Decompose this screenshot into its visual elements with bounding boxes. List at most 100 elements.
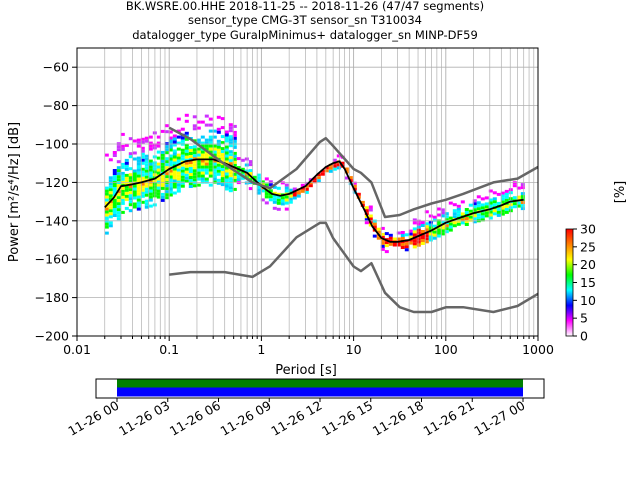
psd-heatmap-cell: [196, 177, 201, 181]
psd-heatmap-cell: [216, 166, 221, 170]
psd-heatmap-cell: [116, 196, 121, 200]
psd-heatmap-cell: [440, 220, 445, 224]
psd-heatmap-cell: [452, 224, 457, 228]
psd-heatmap-cell: [196, 165, 201, 169]
psd-heatmap-cell: [132, 175, 137, 179]
psd-heatmap-cell: [328, 166, 333, 170]
psd-heatmap-cell: [204, 171, 209, 175]
psd-heatmap-cell: [412, 242, 417, 246]
psd-heatmap-cell: [224, 148, 229, 152]
psd-heatmap-cell: [476, 213, 481, 217]
psd-heatmap-cell: [216, 163, 221, 167]
psd-heatmap-cell: [512, 196, 517, 200]
psd-heatmap-cell: [188, 164, 193, 167]
psd-heatmap-cell: [312, 177, 317, 181]
psd-heatmap-cell: [164, 160, 169, 164]
psd-heatmap-cell: [128, 179, 133, 183]
psd-heatmap-cell: [432, 236, 437, 240]
psd-heatmap-cell: [140, 149, 145, 153]
psd-heatmap-cell: [160, 153, 165, 157]
psd-heatmap-cell: [164, 184, 169, 188]
psd-heatmap-cell: [168, 193, 173, 197]
timeline-tick-label: 11-26 18: [370, 398, 426, 439]
psd-heatmap-cell: [112, 211, 117, 214]
y-tick-label: −200: [35, 329, 69, 344]
psd-heatmap-cell: [212, 174, 217, 178]
psd-heatmap-cell: [136, 195, 141, 199]
psd-heatmap-cell: [128, 209, 133, 213]
psd-heatmap-cell: [160, 159, 165, 163]
x-tick-label: 1: [257, 342, 265, 357]
y-tick-label: −60: [43, 60, 69, 75]
psd-heatmap-cell: [416, 225, 421, 229]
psd-heatmap-cell: [204, 177, 209, 181]
psd-heatmap-cell: [472, 217, 477, 221]
psd-heatmap-cell: [224, 175, 229, 179]
psd-heatmap-cell: [204, 153, 209, 157]
psd-heatmap-cell: [192, 166, 197, 170]
psd-heatmap-cell: [288, 197, 293, 201]
psd-heatmap-cell: [236, 178, 241, 182]
psd-heatmap-cell: [212, 168, 217, 172]
psd-heatmap-cell: [224, 157, 229, 161]
psd-heatmap-cell: [128, 194, 133, 198]
psd-heatmap-cell: [104, 189, 109, 193]
psd-heatmap-cell: [144, 187, 149, 191]
psd-heatmap-cell: [496, 213, 501, 217]
psd-heatmap-cell: [172, 143, 177, 147]
psd-heatmap-cell: [168, 184, 173, 188]
psd-heatmap-cell: [424, 240, 429, 244]
psd-heatmap-cell: [160, 186, 165, 190]
psd-heatmap-cell: [188, 155, 193, 158]
data-availability-bar: [117, 379, 523, 388]
psd-heatmap-cell: [172, 134, 177, 138]
psd-heatmap-cell: [224, 136, 229, 140]
y-tick-label: −120: [35, 175, 69, 190]
psd-heatmap-cell: [428, 220, 433, 224]
psd-heatmap-cell: [228, 183, 233, 187]
psd-heatmap-cell: [464, 208, 469, 211]
psd-heatmap-cell: [420, 230, 425, 233]
psd-heatmap-cell: [112, 175, 117, 178]
psd-heatmap-cell: [224, 130, 229, 134]
psd-heatmap-cell: [208, 141, 213, 145]
psd-heatmap-cell: [384, 244, 389, 248]
psd-heatmap-cell: [292, 196, 297, 200]
timeline-tick-label: 11-26 09: [218, 398, 274, 439]
psd-heatmap-cell: [160, 177, 165, 181]
psd-heatmap-cell: [320, 172, 325, 176]
psd-heatmap-cell: [156, 144, 161, 148]
psd-heatmap-cell: [172, 185, 177, 189]
psd-heatmap-cell: [248, 163, 253, 167]
psd-heatmap-cell: [168, 169, 173, 173]
psd-heatmap-cell: [260, 189, 265, 193]
psd-heatmap-cell: [140, 191, 145, 195]
psd-heatmap-cell: [124, 164, 129, 168]
psd-heatmap-cell: [180, 148, 185, 152]
psd-heatmap-cell: [448, 228, 453, 232]
series-lines: [104, 126, 539, 314]
psd-heatmap-cell: [516, 204, 521, 208]
psd-heatmap-cell: [172, 140, 177, 144]
psd-heatmap-cell: [416, 243, 421, 247]
psd-heatmap-cell: [460, 200, 465, 204]
psd-heatmap-cell: [112, 214, 117, 217]
psd-heatmap-cell: [132, 172, 137, 176]
psd-heatmap-cell: [500, 209, 505, 213]
psd-heatmap-cell: [120, 189, 125, 193]
psd-heatmap-cell: [256, 176, 261, 180]
psd-heatmap-cell: [384, 250, 389, 254]
psd-heatmap-cell: [184, 143, 189, 147]
psd-heatmap-cell: [388, 242, 393, 246]
psd-heatmap-cell: [508, 206, 513, 210]
psd-heatmap-cell: [256, 188, 261, 192]
psd-heatmap-cell: [156, 165, 161, 169]
psd-heatmap-cell: [184, 146, 189, 150]
psd-heatmap-cell: [120, 177, 125, 181]
psd-heatmap-cell: [212, 165, 217, 169]
psd-heatmap-cell: [192, 172, 197, 176]
psd-heatmap-cell: [484, 196, 489, 200]
psd-heatmap-cell: [172, 173, 177, 177]
psd-heatmap-cell: [104, 153, 109, 157]
psd-heatmap-cell: [300, 183, 305, 187]
